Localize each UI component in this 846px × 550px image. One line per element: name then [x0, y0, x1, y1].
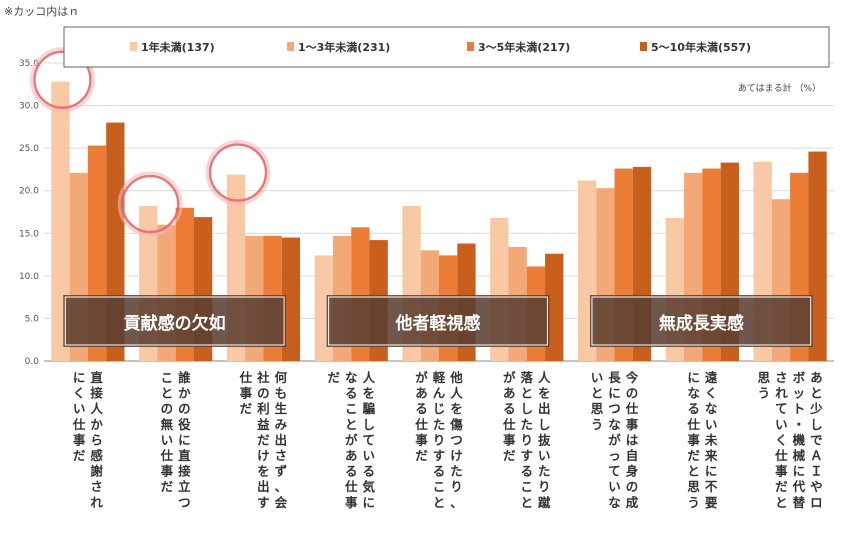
category-label: ボット・機械に代替	[792, 370, 806, 510]
group-box-border	[64, 296, 285, 346]
group-box	[326, 295, 550, 347]
category-label: されていく仕事だと	[774, 370, 788, 510]
category-label: 思う	[758, 370, 771, 401]
y-tick-label: 35.0	[19, 59, 39, 69]
category-label: になる仕事だと思う	[686, 370, 700, 510]
category-label: 直接人から感謝され	[90, 370, 103, 510]
y-tick-label: 30.0	[19, 102, 39, 112]
category-label: あと少しでＡＩやロ	[809, 370, 823, 510]
category-label: 他人を傷つけたり、	[449, 370, 463, 510]
category-label: がある仕事だ	[502, 370, 516, 463]
legend-label: 1～3年未満(231)	[298, 40, 390, 54]
legend-swatch	[287, 42, 294, 51]
category-label: なることがある仕事	[344, 370, 358, 510]
category-label: 人を騙している気に	[362, 370, 375, 510]
legend-label: 5～10年未満(557)	[651, 40, 751, 54]
group-label: 他者軽視感	[395, 313, 481, 334]
group-box-border	[591, 296, 812, 346]
category-label: 軽んじたりすること	[433, 370, 446, 510]
legend-swatch	[640, 42, 647, 51]
legend-swatch	[130, 42, 137, 51]
category-label: いと思う	[591, 370, 604, 432]
highlight-circle	[33, 50, 92, 109]
highlight-circle-glow	[205, 140, 271, 206]
legend-swatch	[467, 42, 474, 51]
group-label: 貢献感の欠如	[124, 313, 226, 334]
sample-size-note: ※カッコ内はｎ	[4, 5, 80, 18]
y-tick-label: 0.0	[25, 357, 40, 367]
y-tick-label: 5.0	[25, 314, 40, 324]
y-tick-label: 25.0	[19, 144, 39, 154]
category-label: にくい仕事だ	[72, 370, 86, 463]
highlight-circle	[120, 174, 180, 234]
bar	[545, 253, 564, 361]
group-box	[589, 295, 813, 347]
category-label: だ	[327, 370, 340, 385]
category-label: ことの無い仕事だ	[160, 370, 174, 494]
bar	[51, 81, 70, 361]
highlight-circle-glow	[29, 47, 95, 113]
y-tick-label: 15.0	[19, 229, 39, 239]
legend-box	[63, 26, 830, 68]
category-label: 長につながっていな	[608, 370, 621, 510]
category-label: 遠くない未来に不要	[704, 370, 718, 510]
unit-label: あてはまる計 （%）	[738, 82, 821, 94]
bar	[281, 237, 301, 361]
y-tick-label: 20.0	[19, 187, 39, 197]
y-tick-label: 10.0	[19, 272, 39, 282]
legend-label: 3～5年未満(217)	[478, 40, 570, 54]
legend-label: 1年未満(137)	[141, 40, 215, 54]
highlight-circle-glow	[117, 171, 183, 237]
category-label: 今の仕事は自身の成	[625, 370, 639, 510]
category-label: 仕事だ	[239, 370, 253, 416]
group-box-border	[328, 296, 548, 346]
category-label: 何も生み出さず、会	[275, 370, 288, 510]
bar	[808, 151, 827, 361]
group-label: 無成長実感	[659, 313, 744, 334]
category-label: 誰かの役に直接立つ	[178, 370, 191, 510]
category-label: 社の利益だけを出す	[256, 370, 270, 510]
category-label: 落としたりすること	[521, 370, 534, 510]
highlight-circle	[208, 143, 268, 202]
category-label: 人を出し抜いたり蹴	[538, 370, 551, 510]
group-box	[63, 295, 287, 347]
category-label: がある仕事だ	[414, 370, 428, 463]
